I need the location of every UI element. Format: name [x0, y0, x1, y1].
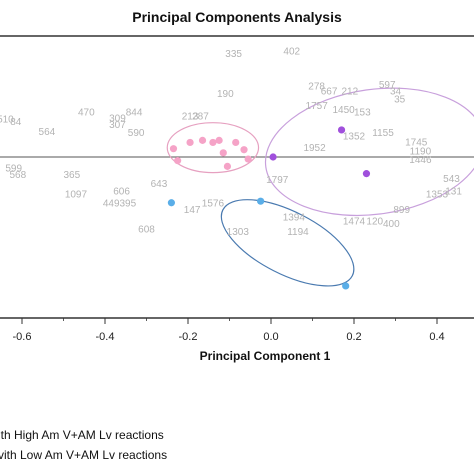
point-label: 287: [192, 112, 209, 123]
point-label: 213: [182, 112, 199, 123]
chart-title: Principal Components Analysis: [132, 9, 342, 25]
point-label: 147: [184, 205, 201, 216]
point-label: 1474: [343, 217, 366, 228]
point-label: 402: [283, 47, 300, 58]
point-label: 278: [308, 81, 325, 92]
point-label: 1797: [266, 175, 289, 186]
x-tick-label: -0.6: [13, 331, 32, 343]
point-label: 309: [109, 114, 126, 125]
point-label: 564: [39, 127, 56, 138]
pink-data-point: [209, 138, 217, 147]
pink-data-point: [244, 155, 252, 163]
cluster-ellipse-1: [166, 122, 260, 174]
point-label: 1097: [65, 190, 88, 201]
point-label: 131: [445, 186, 462, 197]
point-label: 470: [78, 107, 95, 118]
point-label: 190: [217, 89, 234, 100]
purple-data-point: [269, 153, 277, 161]
point-label: 335: [225, 49, 242, 60]
point-label: 1450: [333, 105, 356, 116]
cluster-ellipse-3: [220, 199, 355, 287]
legend-entry-high: ith High Am V+AM Lv reactions: [0, 428, 164, 442]
blue-data-point: [257, 197, 265, 205]
point-label: 590: [128, 128, 145, 139]
point-label: 212: [342, 87, 359, 98]
point-label: 153: [354, 107, 371, 118]
point-label: 1155: [372, 128, 394, 139]
point-label: 643: [151, 179, 168, 190]
point-label: 1745: [405, 138, 428, 149]
legend-entry-low: vith Low Am V+AM Lv reactions: [0, 448, 167, 462]
pink-data-point: [198, 136, 207, 144]
point-label: 599: [5, 164, 22, 175]
pink-data-point: [223, 162, 232, 170]
point-label: 899: [393, 205, 410, 216]
x-tick-label: 0.4: [429, 331, 444, 343]
point-label: 543: [443, 174, 460, 185]
point-label: 307: [109, 120, 126, 131]
blue-data-point: [342, 282, 350, 290]
point-label: 606: [113, 186, 130, 197]
point-label: 510: [0, 115, 14, 126]
x-tick-label: 0.0: [263, 331, 278, 343]
point-label: 84: [10, 117, 22, 128]
point-label: 449: [103, 198, 120, 209]
point-label: 1394: [283, 212, 306, 223]
point-label: 1190: [410, 146, 432, 157]
point-label: 1446: [409, 155, 432, 166]
pink-data-point: [169, 145, 178, 153]
data-points: [167, 126, 371, 290]
pink-data-point: [232, 138, 240, 147]
point-label: 597: [379, 80, 396, 91]
x-axis-ticks: -0.6 -0.4 -0.2 0.0 0.2 0.4: [13, 318, 445, 343]
point-label: 1353: [426, 190, 449, 201]
legend: ith High Am V+AM Lv reactions vith Low A…: [0, 428, 167, 462]
point-label: 608: [138, 224, 155, 235]
x-axis-title: Principal Component 1: [200, 349, 331, 363]
pink-data-point: [174, 157, 182, 165]
point-label: 400: [383, 219, 400, 230]
blue-data-point: [167, 199, 175, 207]
x-tick-label: -0.4: [96, 331, 115, 343]
point-label: 1194: [287, 227, 309, 238]
point-label: 34: [390, 87, 402, 98]
pink-data-point: [215, 136, 223, 144]
purple-data-point: [337, 126, 346, 134]
point-label: 120: [366, 217, 383, 228]
point-label: 844: [126, 107, 143, 118]
x-tick-label: -0.2: [179, 331, 198, 343]
plot-area: [0, 35, 474, 319]
x-tick-label: 0.2: [346, 331, 361, 343]
point-label: 365: [63, 170, 80, 181]
point-label: 1952: [303, 143, 326, 154]
point-label: 395: [119, 198, 136, 209]
pink-data-point: [240, 146, 248, 154]
point-label: 1352: [343, 131, 366, 142]
point-label: 1576: [202, 198, 225, 209]
point-label: 1303: [227, 227, 250, 238]
pink-data-point: [186, 138, 194, 147]
cluster-ellipse-2: [264, 87, 474, 217]
point-label: 35: [394, 94, 406, 105]
point-label: 667: [321, 87, 338, 98]
point-label: 1757: [306, 101, 329, 112]
pink-data-point: [219, 149, 227, 157]
purple-data-point: [362, 170, 371, 178]
point-label: 568: [10, 170, 27, 181]
cluster-ellipses: [166, 87, 474, 287]
